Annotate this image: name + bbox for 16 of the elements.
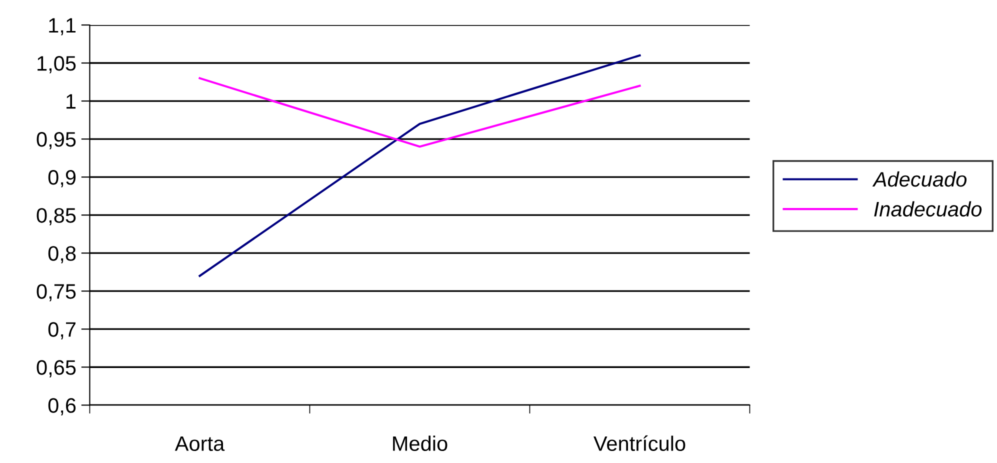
y-tick-label: 1,05 [38, 56, 76, 74]
y-tick-label: 0,85 [36, 208, 76, 226]
y-tick-label: 0,6 [48, 398, 76, 416]
y-tick-label: 0,9 [48, 170, 76, 188]
y-tick-label: 0,65 [36, 360, 76, 378]
x-tick-label: Ventrículo [594, 435, 686, 451]
y-tick-label: 0,75 [36, 284, 76, 302]
legend-label: Inadecuado [874, 201, 982, 217]
y-tick-label: 1 [66, 94, 76, 109]
x-tick-label: Medio [393, 436, 448, 451]
legend-label: Adecuado [872, 171, 967, 187]
y-tick-label: 1,1 [49, 18, 76, 36]
y-tick-label: 0,95 [36, 132, 76, 150]
x-tick-label: Aorta [174, 436, 225, 451]
y-tick-label: 0,8 [48, 246, 76, 264]
y-tick-label: 0,7 [48, 322, 76, 340]
